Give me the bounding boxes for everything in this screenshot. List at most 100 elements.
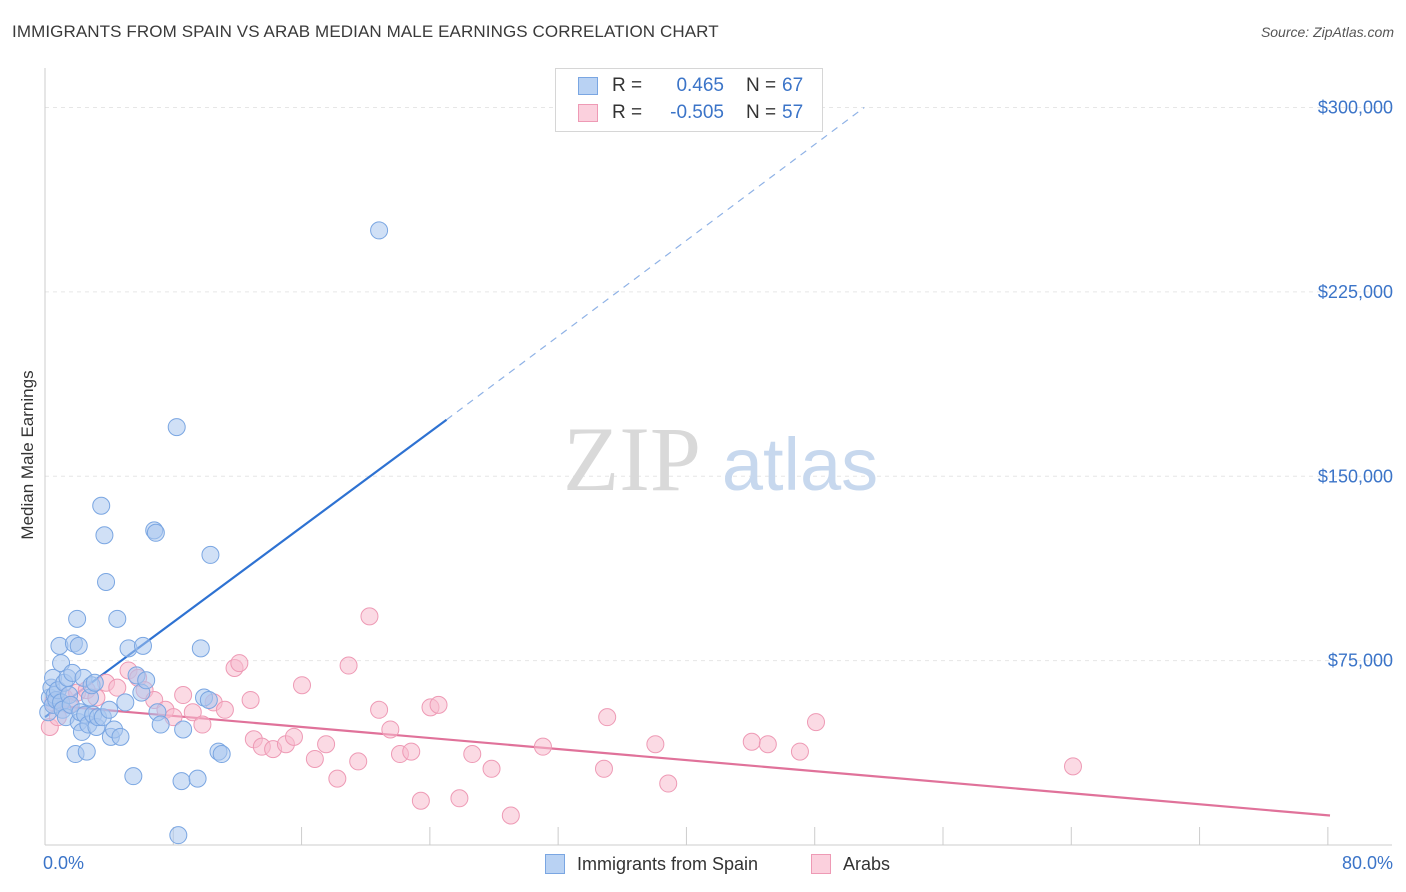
spain-point xyxy=(133,636,152,655)
y-tick-labels: $75,000 $150,000 $225,000 $300,000 xyxy=(1318,98,1393,671)
spain-point xyxy=(92,496,111,515)
spain-point xyxy=(100,700,119,719)
arabs-point xyxy=(758,735,777,754)
x-tick-labels: 0.0% 80.0% xyxy=(43,853,1393,873)
spain-point xyxy=(69,636,88,655)
spain-point xyxy=(174,720,193,739)
spain-point xyxy=(111,727,130,746)
arabs-point xyxy=(429,695,448,714)
spain-point xyxy=(146,523,165,542)
arabs-point xyxy=(183,703,202,722)
y-tick-label: $75,000 xyxy=(1328,651,1393,671)
legend-item-spain[interactable]: Immigrants from Spain xyxy=(545,852,758,876)
arabs-point xyxy=(381,720,400,739)
spain-point xyxy=(167,418,186,437)
arabs-point xyxy=(349,752,368,771)
arabs-point xyxy=(482,759,501,778)
legend-r-value: 0.465 xyxy=(676,75,724,96)
arabs-point xyxy=(501,806,520,825)
x-tick-label: 80.0% xyxy=(1342,853,1393,873)
arabs-point xyxy=(328,769,347,788)
arabs-point xyxy=(360,607,379,626)
arabs-point xyxy=(241,690,260,709)
arabs-point xyxy=(293,676,311,695)
spain-point xyxy=(77,742,96,761)
spain-point xyxy=(212,745,231,764)
legend-label-arabs: Arabs xyxy=(843,853,891,874)
legend-swatch-spain xyxy=(545,854,565,874)
arabs-point xyxy=(463,745,482,764)
arabs-point xyxy=(284,727,303,746)
trend-lines xyxy=(44,107,1331,817)
arabs-point xyxy=(339,656,358,675)
arabs-point xyxy=(598,708,617,727)
legend-r-label: R = xyxy=(612,75,643,96)
arabs-point xyxy=(370,700,389,719)
source-label: Source: ZipAtlas.com xyxy=(1260,24,1394,40)
arabs-point xyxy=(317,735,336,754)
legend-label-spain: Immigrants from Spain xyxy=(577,853,759,874)
legend-swatch-spain xyxy=(578,77,598,95)
legend-n-label: N = xyxy=(746,102,777,123)
arabs-trend-line xyxy=(44,703,1331,817)
spain-point xyxy=(68,609,87,628)
arabs-point xyxy=(659,774,678,793)
legend-item-arabs[interactable]: Arabs xyxy=(811,852,890,876)
spain-point xyxy=(199,690,218,709)
spain-point xyxy=(188,769,207,788)
arabs-points xyxy=(40,607,1082,825)
spain-trend-extension xyxy=(446,107,865,421)
arabs-point xyxy=(402,742,421,761)
arabs-point xyxy=(450,789,469,808)
spain-point xyxy=(85,673,104,692)
spain-points xyxy=(39,221,389,845)
y-tick-label: $300,000 xyxy=(1318,98,1393,118)
series-legend: Immigrants from Spain Arabs xyxy=(0,852,1406,876)
watermark: ZIP atlas xyxy=(563,408,878,510)
arabs-point xyxy=(594,759,613,778)
spain-point xyxy=(151,715,170,734)
spain-point xyxy=(108,609,127,628)
spain-point xyxy=(124,767,143,786)
spain-point xyxy=(172,772,191,791)
arabs-point xyxy=(305,749,324,768)
spain-trend-line xyxy=(44,418,448,719)
arabs-point xyxy=(533,737,552,756)
arabs-point xyxy=(230,654,249,673)
legend-row-arabs: R = -0.505 N = 57 xyxy=(578,100,803,126)
arabs-point xyxy=(215,700,234,719)
legend-swatch-arabs xyxy=(578,104,598,122)
spain-point xyxy=(97,572,116,591)
spain-point xyxy=(169,826,188,845)
grid-lines xyxy=(45,107,1392,662)
correlation-legend: R = 0.465 N = 67 R = -0.505 N = 57 xyxy=(555,68,823,132)
legend-n-value: 67 xyxy=(782,75,804,96)
spain-point xyxy=(137,671,156,690)
arabs-point xyxy=(646,735,665,754)
arabs-point xyxy=(790,742,809,761)
axes xyxy=(44,68,1392,846)
y-axis-title: Median Male Earnings xyxy=(18,370,37,539)
y-tick-label: $150,000 xyxy=(1318,466,1393,486)
y-tick-label: $225,000 xyxy=(1318,282,1393,302)
spain-point xyxy=(370,221,389,240)
arabs-point xyxy=(174,686,193,705)
legend-n-value: 57 xyxy=(782,102,804,123)
spain-point xyxy=(191,639,210,658)
arabs-point xyxy=(108,678,127,697)
spain-point xyxy=(116,693,135,712)
arabs-point xyxy=(742,732,761,751)
arabs-point xyxy=(193,715,212,734)
spain-point xyxy=(95,526,114,545)
watermark-atlas: atlas xyxy=(722,423,878,506)
spain-point xyxy=(201,545,220,564)
legend-swatch-arabs xyxy=(811,854,831,874)
legend-row-spain: R = 0.465 N = 67 xyxy=(578,73,803,99)
arabs-point xyxy=(807,713,825,732)
legend-r-label: R = xyxy=(612,102,643,123)
chart-title: IMMIGRANTS FROM SPAIN VS ARAB MEDIAN MAL… xyxy=(12,22,719,41)
arabs-point xyxy=(1064,757,1082,776)
arabs-point xyxy=(411,791,430,810)
legend-r-value: -0.505 xyxy=(670,102,724,123)
